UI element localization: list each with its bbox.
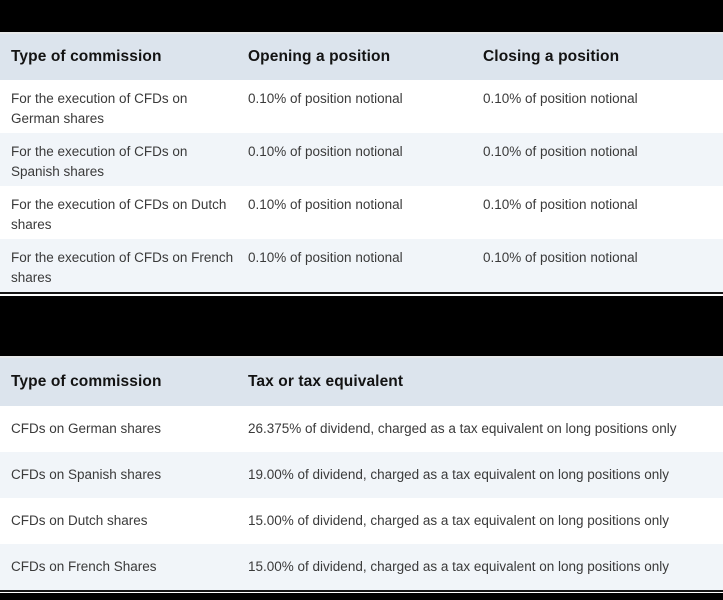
column-header-type: Type of commission — [11, 373, 162, 390]
cell-commission-type: CFDs on French Shares — [11, 559, 157, 574]
top-black-band — [0, 0, 723, 32]
cell-closing-fee: 0.10% of position notional — [483, 250, 638, 265]
divider-gap — [0, 294, 723, 296]
column-header-type: Type of commission — [11, 48, 162, 65]
cell-commission-type: For the execution of CFDs on French shar… — [11, 250, 234, 285]
cell-opening-fee: 0.10% of position notional — [248, 91, 403, 106]
cell-commission-type: For the execution of CFDs on Dutch share… — [11, 197, 227, 232]
table-row: CFDs on Spanish shares 19.00% of dividen… — [0, 452, 723, 498]
column-header-tax: Tax or tax equivalent — [248, 373, 404, 390]
cell-commission-type: CFDs on German shares — [11, 421, 162, 436]
cell-opening-fee: 0.10% of position notional — [248, 197, 403, 212]
tax-table: Type of commission Tax or tax equivalent… — [0, 358, 723, 590]
cell-opening-fee: 0.10% of position notional — [248, 250, 403, 265]
commission-table: Type of commission Opening a position Cl… — [0, 34, 723, 292]
commission-table-header: Type of commission Opening a position Cl… — [0, 34, 723, 80]
cell-commission-type: CFDs on Dutch shares — [11, 513, 148, 528]
middle-black-band — [0, 296, 723, 356]
cell-closing-fee: 0.10% of position notional — [483, 197, 638, 212]
table-border — [0, 292, 723, 294]
cell-tax-value: 15.00% of dividend, charged as a tax equ… — [248, 559, 670, 574]
cell-tax-value: 19.00% of dividend, charged as a tax equ… — [248, 467, 670, 482]
cell-tax-value: 15.00% of dividend, charged as a tax equ… — [248, 513, 670, 528]
cell-closing-fee: 0.10% of position notional — [483, 91, 638, 106]
divider-gap — [0, 592, 723, 593]
table-row: For the execution of CFDs on French shar… — [0, 239, 723, 292]
table-row: CFDs on German shares 26.375% of dividen… — [0, 406, 723, 452]
column-header-opening: Opening a position — [248, 48, 391, 65]
table-row: CFDs on French Shares 15.00% of dividend… — [0, 544, 723, 590]
cell-opening-fee: 0.10% of position notional — [248, 144, 403, 159]
column-header-closing: Closing a position — [483, 48, 620, 65]
cell-commission-type: CFDs on Spanish shares — [11, 467, 162, 482]
table-row: CFDs on Dutch shares 15.00% of dividend,… — [0, 498, 723, 544]
cell-commission-type: For the execution of CFDs on Spanish sha… — [11, 144, 188, 179]
table-border — [0, 590, 723, 592]
bottom-black-band — [0, 593, 723, 600]
cell-closing-fee: 0.10% of position notional — [483, 144, 638, 159]
table-row: For the execution of CFDs on Spanish sha… — [0, 133, 723, 186]
separator-line — [0, 356, 723, 358]
cell-commission-type: For the execution of CFDs on German shar… — [11, 91, 188, 126]
tax-table-header: Type of commission Tax or tax equivalent — [0, 358, 723, 406]
table-row: For the execution of CFDs on German shar… — [0, 80, 723, 133]
table-row: For the execution of CFDs on Dutch share… — [0, 186, 723, 239]
separator-line — [0, 32, 723, 34]
cell-tax-value: 26.375% of dividend, charged as a tax eq… — [248, 421, 677, 436]
